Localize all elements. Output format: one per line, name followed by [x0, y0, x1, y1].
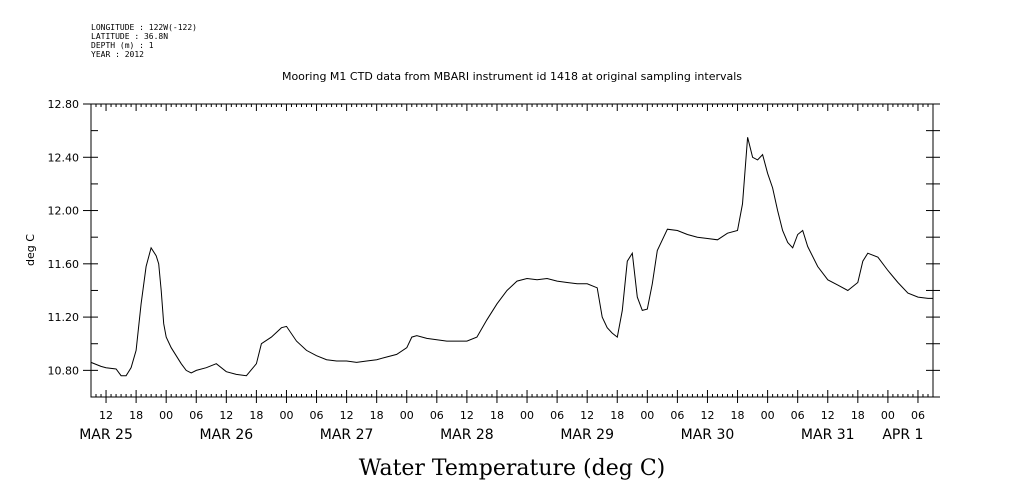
date-tick-label: MAR 31 [801, 427, 855, 443]
hour-tick-label: 18 [731, 409, 745, 422]
hour-tick-labels: 12 18 00 06 12 18 00 06 12 18 00 06 12 18 00 06 12 18 00 06… [99, 409, 925, 422]
hour-tick-label: 00 [520, 409, 534, 422]
hour-tick-label: 18 [490, 409, 504, 422]
hour-tick-label: 06 [670, 409, 684, 422]
hour-tick-label: 12 [700, 409, 714, 422]
hour-tick-label: 12 [460, 409, 474, 422]
hour-tick-label: 12 [99, 409, 113, 422]
hour-tick-label: 12 [219, 409, 233, 422]
date-tick-label: MAR 26 [199, 427, 253, 443]
date-tick-labels: MAR 25 MAR 26 MAR 27 MAR 28 MAR 29 MAR 30 MAR … [79, 427, 923, 443]
temperature-series-line [90, 137, 933, 377]
hour-tick-label: 06 [911, 409, 925, 422]
hour-tick-label: 00 [400, 409, 414, 422]
date-tick-label: MAR 28 [440, 427, 494, 443]
y-tick-label: 11.20 [48, 311, 80, 324]
year-label: YEAR : 2012 [91, 50, 144, 59]
hour-tick-label: 06 [550, 409, 564, 422]
date-tick-label: MAR 29 [560, 427, 614, 443]
x-axis-label: Water Temperature (deg C) [359, 456, 666, 481]
hour-tick-label: 00 [640, 409, 654, 422]
date-tick-label: MAR 30 [681, 427, 735, 443]
axis-ticks [83, 103, 940, 403]
hour-tick-label: 00 [881, 409, 895, 422]
hour-tick-label: 06 [310, 409, 324, 422]
date-tick-label: MAR 25 [79, 427, 133, 443]
date-tick-label: MAR 27 [320, 427, 374, 443]
y-tick-label: 12.80 [48, 98, 80, 111]
date-tick-label: APR 1 [882, 427, 923, 443]
hour-tick-label: 18 [610, 409, 624, 422]
hour-tick-label: 00 [761, 409, 775, 422]
depth-label: DEPTH (m) : 1 [91, 41, 154, 50]
hour-tick-label: 06 [791, 409, 805, 422]
hour-tick-label: 18 [249, 409, 263, 422]
hour-tick-label: 18 [851, 409, 865, 422]
y-axis-label: deg C [24, 234, 37, 266]
hour-tick-label: 00 [279, 409, 293, 422]
hour-tick-label: 00 [159, 409, 173, 422]
latitude-label: LATITUDE : 36.8N [91, 32, 168, 41]
hour-tick-label: 12 [340, 409, 354, 422]
hour-tick-label: 18 [129, 409, 143, 422]
hour-tick-label: 06 [430, 409, 444, 422]
hour-tick-label: 18 [370, 409, 384, 422]
plot-frame [90, 103, 934, 398]
hour-tick-label: 12 [580, 409, 594, 422]
y-tick-label: 10.80 [48, 364, 80, 377]
hour-tick-label: 06 [189, 409, 203, 422]
y-tick-label: 11.60 [48, 258, 80, 271]
hour-tick-label: 12 [821, 409, 835, 422]
longitude-label: LONGITUDE : 122W(-122) [91, 23, 197, 32]
chart-title: Mooring M1 CTD data from MBARI instrumen… [282, 70, 742, 83]
y-tick-label: 12.40 [48, 151, 80, 164]
y-tick-label: 12.00 [48, 205, 80, 218]
y-tick-labels: 10.80 11.20 11.60 12.00 12.40 12.80 [48, 98, 80, 377]
